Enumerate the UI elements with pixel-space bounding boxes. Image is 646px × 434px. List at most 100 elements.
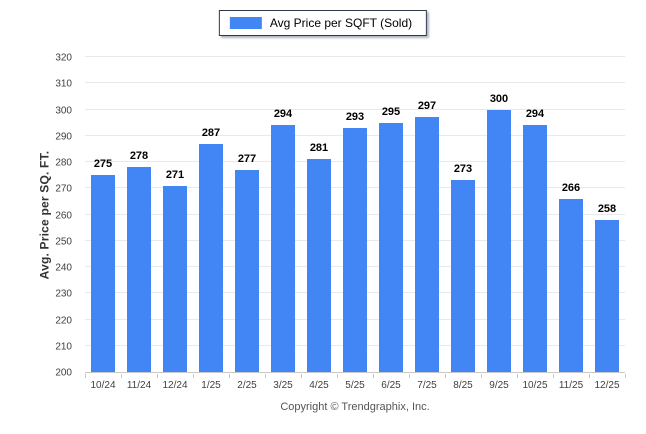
bar bbox=[595, 219, 619, 372]
legend-label: Avg Price per SQFT (Sold) bbox=[269, 16, 413, 30]
bar bbox=[199, 143, 223, 372]
bar-value-label: 258 bbox=[597, 202, 617, 215]
bar bbox=[91, 175, 115, 372]
bar-value-label: 266 bbox=[561, 181, 581, 194]
x-axis-ticks bbox=[85, 374, 626, 379]
x-tick bbox=[157, 374, 158, 378]
bar-slot: 273 bbox=[445, 58, 481, 372]
bar bbox=[307, 159, 331, 372]
x-tick bbox=[265, 374, 266, 378]
x-tick bbox=[517, 374, 518, 378]
x-tick bbox=[409, 374, 410, 378]
bar-slot: 294 bbox=[265, 58, 301, 372]
bar bbox=[523, 125, 547, 372]
x-tick bbox=[625, 374, 626, 378]
bar-value-label: 294 bbox=[525, 108, 545, 121]
bar-slot: 277 bbox=[229, 58, 265, 372]
bar bbox=[451, 180, 475, 372]
bar bbox=[235, 169, 259, 372]
x-tick-label: 10/24 bbox=[90, 380, 116, 391]
gridline bbox=[85, 56, 625, 57]
y-tick-label: 270 bbox=[55, 183, 72, 195]
x-tick-label: 5/25 bbox=[345, 380, 365, 391]
bar bbox=[343, 127, 367, 372]
bar bbox=[559, 198, 583, 372]
bar-slot: 258 bbox=[589, 58, 625, 372]
y-tick-label: 300 bbox=[55, 105, 72, 116]
x-tick-label: 4/25 bbox=[309, 380, 329, 391]
bar bbox=[163, 185, 187, 372]
bar-slot: 295 bbox=[373, 58, 409, 372]
bar-value-label: 300 bbox=[489, 92, 509, 105]
bar-series: 275 278 271 287 277 294 281 293 295 297 273 300 294 2… bbox=[85, 58, 625, 372]
plot-area: 275 278 271 287 277 294 281 293 295 297 273 300 294 2… bbox=[85, 56, 625, 373]
y-tick-label: 320 bbox=[55, 52, 72, 64]
bar-value-label: 281 bbox=[309, 142, 329, 155]
bar-value-label: 271 bbox=[165, 168, 185, 181]
bar-value-label: 275 bbox=[93, 158, 113, 171]
bar-value-label: 287 bbox=[201, 126, 221, 139]
x-tick-label: 11/24 bbox=[126, 380, 152, 391]
bar-slot: 294 bbox=[517, 58, 553, 372]
bar-slot: 287 bbox=[193, 58, 229, 372]
y-tick-label: 210 bbox=[55, 341, 72, 353]
bar bbox=[127, 167, 151, 372]
bar-value-label: 277 bbox=[237, 152, 257, 165]
x-tick bbox=[193, 374, 194, 378]
x-tick-label: 8/25 bbox=[453, 380, 473, 391]
x-tick bbox=[121, 374, 122, 378]
y-tick-label: 310 bbox=[55, 78, 72, 90]
x-tick bbox=[373, 374, 374, 378]
x-tick-label: 1/25 bbox=[201, 380, 221, 391]
legend-box: Avg Price per SQFT (Sold) bbox=[218, 10, 428, 36]
bar bbox=[487, 109, 511, 372]
x-tick-label: 12/24 bbox=[162, 380, 188, 391]
legend-swatch bbox=[229, 17, 262, 29]
bar-slot: 293 bbox=[337, 58, 373, 372]
x-tick bbox=[445, 374, 446, 378]
bar-value-label: 294 bbox=[273, 108, 293, 121]
bar-slot: 278 bbox=[121, 58, 157, 372]
y-tick-label: 280 bbox=[55, 157, 72, 169]
x-tick-label: 9/25 bbox=[489, 380, 509, 391]
x-tick-label: 6/25 bbox=[381, 380, 401, 391]
bar-slot: 275 bbox=[85, 58, 121, 372]
bar-slot: 281 bbox=[301, 58, 337, 372]
y-tick-label: 240 bbox=[55, 262, 72, 274]
x-tick-label: 10/25 bbox=[522, 380, 548, 391]
x-tick bbox=[229, 374, 230, 378]
bar-slot: 300 bbox=[481, 58, 517, 372]
gridline bbox=[85, 82, 625, 84]
x-tick bbox=[481, 374, 482, 378]
x-tick bbox=[85, 374, 86, 378]
x-tick-label: 11/25 bbox=[558, 380, 584, 391]
bar bbox=[415, 117, 439, 372]
bar-slot: 271 bbox=[157, 58, 193, 372]
y-axis-tick-labels: 200 210 220 230 240 250 260 270 280 290 300 310 320 bbox=[0, 53, 78, 379]
x-tick-label: 7/25 bbox=[417, 380, 437, 391]
bar bbox=[271, 125, 295, 372]
x-tick bbox=[589, 374, 590, 378]
bar-value-label: 278 bbox=[129, 150, 149, 163]
x-tick bbox=[337, 374, 338, 378]
x-tick bbox=[553, 374, 554, 378]
y-tick-label: 220 bbox=[55, 315, 72, 326]
bar-value-label: 273 bbox=[453, 163, 473, 176]
bar-value-label: 293 bbox=[345, 110, 365, 123]
y-tick-label: 200 bbox=[55, 367, 72, 379]
y-tick-label: 250 bbox=[55, 236, 72, 248]
bar-slot: 266 bbox=[553, 58, 589, 372]
y-tick-label: 260 bbox=[55, 210, 72, 221]
x-axis-tick-labels: 10/24 11/24 12/24 1/25 2/25 3/25 4/25 5/25 6/25 7… bbox=[85, 380, 625, 391]
x-tick-label: 12/25 bbox=[594, 380, 620, 391]
bar bbox=[379, 122, 403, 372]
x-tick-label: 2/25 bbox=[237, 380, 257, 391]
y-tick-label: 290 bbox=[55, 131, 72, 143]
gridline bbox=[85, 108, 625, 110]
bar-value-label: 295 bbox=[381, 105, 401, 118]
x-tick-label: 3/25 bbox=[273, 380, 293, 391]
copyright-text: Copyright © Trendgraphix, Inc. bbox=[280, 401, 430, 413]
bar-slot: 297 bbox=[409, 58, 445, 372]
bar-value-label: 297 bbox=[417, 100, 437, 113]
